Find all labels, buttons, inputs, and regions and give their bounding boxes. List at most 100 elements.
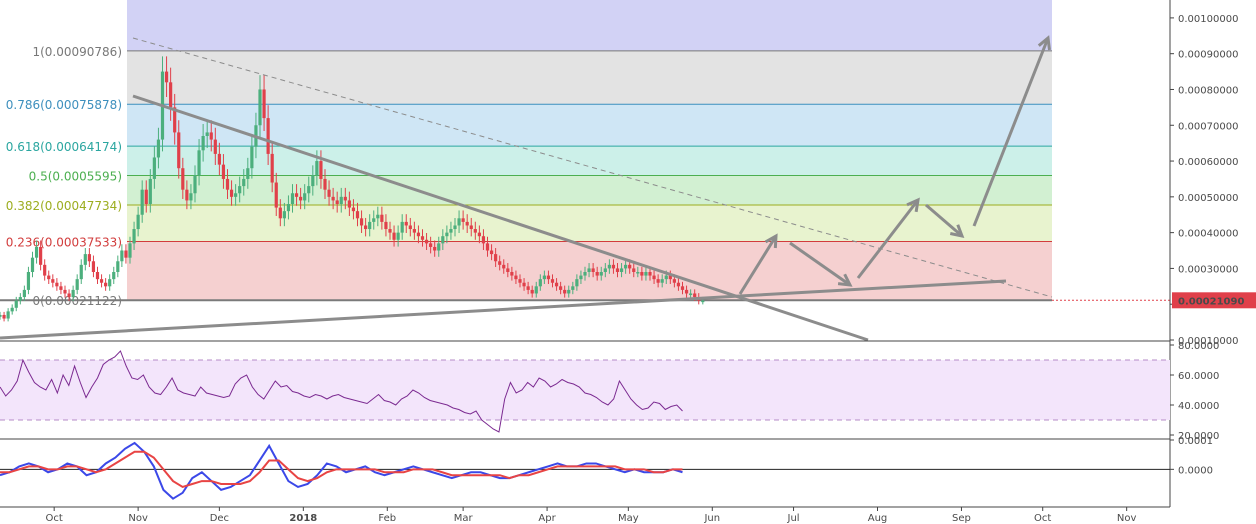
candle-body: [238, 186, 242, 194]
candle-body: [294, 193, 299, 197]
candle-body: [652, 275, 656, 280]
support-trendline-ext: [739, 279, 1007, 298]
candle-body: [514, 275, 518, 280]
rsi-tick-label: 40.0000: [1178, 401, 1219, 412]
candle-body: [518, 279, 522, 283]
candle-body: [644, 272, 648, 276]
candle-body: [229, 189, 234, 197]
candle-body: [116, 261, 120, 272]
candle-body: [87, 254, 91, 262]
x-tick-label: Dec: [210, 513, 229, 524]
candle-body: [22, 289, 26, 298]
candle-body: [624, 264, 628, 269]
candle-body: [380, 214, 384, 222]
candle-body: [672, 279, 676, 283]
candle-body: [331, 196, 335, 201]
price-tick-label: 0.00090000: [1178, 50, 1238, 61]
candle-body: [689, 293, 693, 295]
price-tick-label: 0.00050000: [1178, 193, 1238, 204]
candle-body: [595, 272, 599, 276]
candle-body: [587, 268, 591, 272]
candle-body: [335, 200, 339, 204]
price-tick-label: 0.00010000: [1178, 336, 1238, 347]
candle-body: [26, 272, 31, 290]
candle-body: [636, 272, 640, 274]
price-tick-label: 0.00040000: [1178, 229, 1238, 240]
candle-body: [424, 239, 429, 244]
candle-body: [571, 286, 575, 290]
candle-body: [213, 139, 217, 154]
candle-body: [112, 272, 116, 280]
projection-arrowhead-2: [837, 273, 853, 287]
candle-body: [311, 175, 315, 187]
fib-label-0.236: 0.236(0.00037533): [6, 235, 122, 249]
candle-body: [144, 189, 148, 204]
projection-arrow-4: [925, 203, 963, 238]
candle-body: [396, 232, 400, 240]
candle-body: [506, 268, 510, 272]
candle-body: [384, 221, 388, 230]
candle-body: [262, 89, 266, 119]
candle-body: [197, 150, 201, 176]
candle-body: [416, 232, 421, 237]
candle-body: [481, 236, 486, 244]
candle-body: [567, 289, 571, 294]
candle-body: [701, 300, 705, 303]
x-tick-label: Jun: [703, 513, 720, 524]
candle-body: [530, 289, 534, 294]
candle-body: [494, 254, 498, 262]
candle-body: [181, 168, 185, 190]
candle-body: [266, 118, 270, 154]
projection-arrowhead-4: [949, 224, 965, 239]
candle-body: [453, 225, 457, 230]
x-tick-label: Nov: [1117, 513, 1137, 524]
candle-body: [140, 189, 144, 215]
candle-body: [30, 257, 35, 272]
macd-tick-label: 0.0001: [1178, 436, 1213, 447]
candle-body: [303, 193, 307, 201]
price-tick-label: 0.00100000: [1178, 14, 1238, 25]
candle-body: [457, 218, 461, 226]
dashed-trendline: [132, 37, 1053, 298]
candle-body: [343, 196, 347, 201]
candle-body: [225, 178, 230, 190]
candle-body: [534, 286, 538, 294]
fib-extension-zone: [127, 0, 1052, 51]
candle-body: [640, 272, 644, 276]
candle-body: [71, 289, 75, 298]
candle-body: [498, 261, 502, 265]
macd-tick-label: 0.0000: [1178, 465, 1213, 476]
candle-body: [599, 272, 603, 276]
candle-body: [664, 275, 668, 280]
candle-body: [75, 279, 79, 290]
fib-label-0: 0(0.00021122): [32, 294, 122, 308]
x-tick-label: Mar: [454, 513, 474, 524]
fib-zone-0.618: [127, 146, 1052, 176]
candle-body: [299, 196, 303, 201]
candle-body: [660, 279, 664, 283]
projection-arrowhead-3: [906, 197, 920, 213]
candle-body: [95, 272, 100, 280]
candle-body: [368, 221, 372, 230]
candle-body: [546, 275, 551, 280]
candle-body: [412, 229, 416, 233]
candle-body: [554, 282, 559, 287]
candle-body: [152, 157, 156, 179]
fib-zone-0.382: [127, 204, 1052, 242]
candle-body: [177, 132, 181, 169]
projection-arrow-5: [972, 37, 1050, 227]
candle-body: [485, 243, 490, 251]
candle-body: [242, 178, 246, 187]
candle-body: [258, 89, 262, 126]
fib-label-0.618: 0.618(0.00064174): [6, 140, 122, 154]
candle-body: [164, 71, 169, 83]
candle-body: [0, 314, 2, 317]
x-tick-label: Feb: [378, 513, 396, 524]
candle-body: [550, 279, 555, 283]
candle-body: [189, 193, 193, 201]
candle-body: [136, 214, 140, 230]
rsi-tick-label: 80.0000: [1178, 341, 1219, 352]
candle-body: [55, 282, 59, 287]
